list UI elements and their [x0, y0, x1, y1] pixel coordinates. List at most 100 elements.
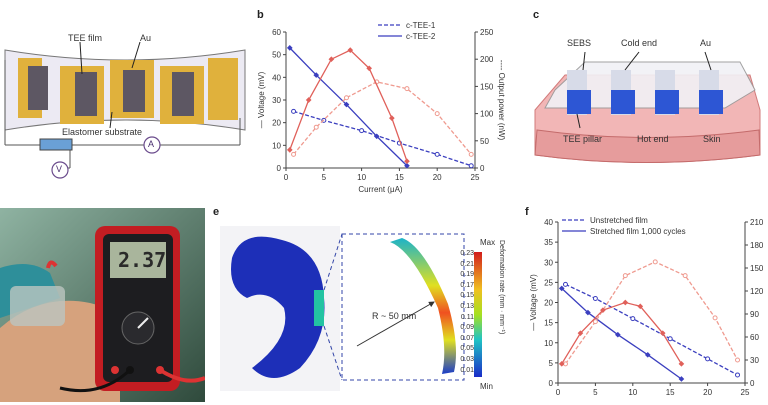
colorbar-tick-label: 0.19 — [460, 271, 474, 279]
y2-tick-label: 200 — [480, 55, 494, 64]
voltmeter-label: V — [56, 164, 63, 174]
panel-f-letter: f — [525, 206, 529, 218]
data-point — [562, 281, 568, 287]
y2-tick-label: 180 — [750, 241, 764, 250]
data-point — [404, 86, 410, 92]
colorbar-tick-label: 0.17 — [460, 281, 474, 289]
y2-tick-label: 250 — [480, 28, 494, 37]
colorbar-tick-label: 0.23 — [460, 250, 474, 257]
colorbar-tick-label: 0.11 — [460, 313, 474, 321]
data-point — [622, 273, 628, 279]
y-tick-label: 60 — [272, 28, 281, 37]
y-tick-label: 50 — [272, 51, 281, 60]
data-point — [615, 331, 621, 338]
legend-label: c-TEE-2 — [406, 32, 436, 41]
y2-tick-label: 100 — [480, 110, 494, 119]
x-axis-label: Current (μA) — [358, 185, 403, 194]
panel-c: SEBS Cold end Au TEE pillar Hot end Skin — [525, 20, 768, 200]
label-skin: Skin — [703, 134, 721, 144]
data-point — [373, 133, 380, 140]
data-point — [652, 259, 658, 265]
y-tick-label: 0 — [549, 379, 554, 388]
data-point — [404, 158, 410, 165]
y2-tick-label: 30 — [750, 356, 759, 365]
x-tick-label: 15 — [666, 388, 675, 397]
y-tick-label: 10 — [272, 141, 281, 150]
panel-d-scene — [0, 208, 205, 402]
x-tick-label: 5 — [593, 388, 598, 397]
data-point — [305, 97, 312, 103]
colorbar-tick-label: 0.03 — [460, 355, 474, 363]
label-cold-end: Cold end — [621, 38, 658, 48]
panel-c-schematic — [534, 51, 761, 163]
y-tick-label: 20 — [272, 119, 281, 128]
chart-f: 0 5 10 15 20 25051015202530354003060901201501… — [529, 216, 764, 397]
x-tick-label: 0 — [556, 388, 561, 397]
y2-tick-label: 120 — [750, 287, 764, 296]
data-point — [712, 315, 718, 321]
data-point — [468, 151, 474, 157]
colorbar-title: Deformation rate (mm · mm⁻¹) — [498, 240, 505, 335]
x-tick-label: 15 — [395, 173, 404, 182]
voltmeter-icon — [51, 161, 69, 179]
panel-a-schematic — [4, 41, 246, 179]
data-point — [468, 163, 474, 169]
data-point — [667, 336, 673, 342]
label-tee-pillar: TEE pillar — [563, 134, 603, 144]
data-point — [434, 111, 440, 117]
y2-tick-label: 90 — [750, 310, 759, 319]
y2-tick-label: 150 — [480, 82, 494, 91]
y-tick-label: 0 — [277, 164, 282, 173]
data-point — [434, 151, 440, 157]
data-point — [630, 316, 636, 322]
y2-tick-label: 0 — [750, 379, 755, 388]
y-tick-label: 40 — [544, 218, 553, 227]
data-point — [389, 115, 395, 121]
y-tick-label: 40 — [272, 73, 281, 82]
y-tick-label: 10 — [544, 339, 553, 348]
y2-tick-label: 150 — [750, 264, 764, 273]
x-tick-label: 0 — [284, 173, 289, 182]
colorbar-ticks: 0.23 0.21 0.19 0.17 0.15 0.13 0.11 0.09 0.07 0.05… — [452, 249, 474, 376]
data-point — [404, 162, 410, 169]
y2-tick-label: 60 — [750, 333, 759, 342]
x-tick-label: 25 — [471, 173, 480, 182]
panel-e-simulation — [220, 226, 482, 391]
y2-axis-label: ---- Output power (nW) — [497, 60, 506, 141]
label-substrate: Elastomer substrate — [62, 127, 143, 137]
x-tick-label: 5 — [322, 173, 327, 182]
panel-e: R ~ 50 mm Max Min 0.23 0.21 0.19 0.17 0.15 0.… — [212, 218, 512, 400]
series-line — [293, 110, 472, 167]
x-tick-label: 20 — [433, 173, 442, 182]
y2-tick-label: 50 — [480, 137, 489, 146]
label-au: Au — [140, 33, 152, 43]
legend-label: Stretched film 1,000 cycles — [590, 227, 686, 236]
colorbar-tick-label: 0.07 — [460, 334, 474, 342]
y-tick-label: 30 — [272, 96, 281, 105]
data-point — [291, 151, 297, 157]
panel-c-letter: c — [533, 9, 540, 21]
colorbar-tick-label: 0.05 — [460, 345, 474, 353]
data-point — [286, 147, 293, 153]
data-point — [328, 56, 335, 63]
panel-a: TEE film Au Elastomer substrate V A — [0, 0, 250, 200]
y2-tick-label: 0 — [480, 164, 485, 173]
data-point — [359, 128, 365, 134]
data-point — [622, 299, 629, 306]
data-point — [705, 356, 711, 362]
y-axis-label: — Voltage (mV) — [529, 274, 538, 331]
label-hot-end: Hot end — [637, 134, 669, 144]
label-sebs: SEBS — [567, 38, 592, 48]
y-tick-label: 25 — [544, 278, 553, 287]
data-point — [313, 124, 319, 130]
data-point — [343, 95, 349, 101]
chart-b: 0 5 10 15 20 250102030405060050100150200250Cu… — [257, 21, 506, 194]
data-point — [592, 319, 598, 325]
y-axis-label: — Voltage (mV) — [257, 71, 266, 128]
y-tick-label: 15 — [544, 319, 553, 328]
ammeter-label: A — [148, 139, 155, 149]
colorbar-min: Min — [480, 382, 493, 391]
series-line — [293, 81, 472, 155]
x-tick-label: 25 — [741, 388, 750, 397]
meter-reading: 2.37 — [118, 248, 167, 272]
